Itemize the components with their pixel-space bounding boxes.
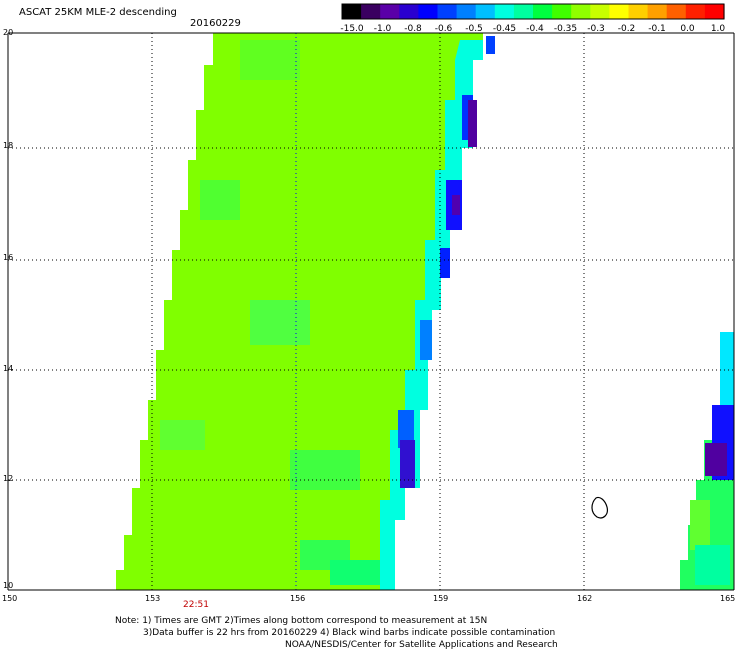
swath-patch <box>330 560 380 585</box>
swath-patch <box>160 420 205 450</box>
swath-patch <box>290 450 360 490</box>
colorbar-swatch <box>437 4 458 19</box>
y-label-18: 18 <box>3 141 14 150</box>
colorbar-swatch <box>533 4 553 19</box>
y-label-14: 14 <box>3 364 14 373</box>
colorbar-frame <box>341 3 725 20</box>
colorbar-swatch <box>685 4 706 19</box>
note-line-1: Note: 1) Times are GMT 2)Times along bot… <box>115 616 488 626</box>
x-label-165: 165 <box>720 594 736 603</box>
colorbar-labels: -15.0 -1.0 -0.8 -0.6 -0.5 -0.45 -0.4 -0.35 -0.3 -… <box>340 24 725 34</box>
x-label-162: 162 <box>577 594 593 603</box>
colorbar-swatch <box>513 4 534 19</box>
lat-lon-grid <box>8 33 734 590</box>
swath-edge-blue <box>398 410 414 448</box>
colorbar-tick-label: -0.5 <box>465 24 483 34</box>
colorbar-swatch <box>361 4 381 19</box>
colorbar-swatch <box>628 4 649 19</box>
colorbar-swatch <box>609 4 630 19</box>
swath-edge-purple <box>400 440 415 488</box>
island-outline <box>591 496 608 519</box>
colorbar-tick-label: -0.2 <box>618 24 636 34</box>
right-swath-cyan <box>720 332 734 412</box>
swath-patch <box>250 300 310 345</box>
colorbar-tick-label: -15.0 <box>340 24 364 34</box>
y-label-16: 16 <box>3 253 14 262</box>
right-swath <box>680 332 734 590</box>
swath-edge-purple <box>452 195 460 215</box>
colorbar-swatch <box>494 4 515 19</box>
swath-edge-blue <box>462 95 473 140</box>
colorbar-tick-label: -0.4 <box>526 24 544 34</box>
colorbar-swatch <box>704 4 725 19</box>
y-label-10: 10 <box>3 581 14 590</box>
swath-patch <box>200 180 240 220</box>
colorbar-swatch <box>590 4 610 19</box>
colorbar-tick-label: -0.8 <box>404 24 422 34</box>
x-label-150: 150 <box>2 594 18 603</box>
colorbar <box>341 3 725 20</box>
colorbar-swatch <box>647 4 668 19</box>
colorbar-swatch <box>380 4 400 19</box>
x-label-156: 156 <box>290 594 306 603</box>
x-label-159: 159 <box>433 594 449 603</box>
right-swath-purple <box>705 443 727 476</box>
colorbar-tick-label: 1.0 <box>711 24 726 34</box>
colorbar-swatch <box>342 4 362 19</box>
colorbar-tick-label: -1.0 <box>374 24 392 34</box>
map-title: ASCAT 25KM MLE-2 descending <box>19 7 177 18</box>
map-date: 20160229 <box>190 18 241 29</box>
y-label-12: 12 <box>3 474 14 483</box>
colorbar-swatch <box>552 4 572 19</box>
colorbar-swatch <box>456 4 477 19</box>
x-label-153: 153 <box>145 594 161 603</box>
colorbar-tick-label: -0.35 <box>554 24 577 34</box>
swath-edge-purple <box>468 100 477 147</box>
colorbar-swatch <box>475 4 496 19</box>
pass-time-label: 22:51 <box>183 600 209 610</box>
swath-edge-blue <box>486 36 495 54</box>
swath-edge-blue <box>440 248 450 278</box>
colorbar-tick-label: -0.6 <box>435 24 453 34</box>
colorbar-swatch <box>399 4 419 19</box>
right-swath-green <box>690 500 710 550</box>
colorbar-swatch <box>666 4 687 19</box>
swath-patch <box>240 40 300 80</box>
colorbar-swatch <box>571 4 591 19</box>
right-swath-teal <box>695 545 730 585</box>
colorbar-tick-label: -0.45 <box>493 24 516 34</box>
y-label-20: 20 <box>3 28 14 37</box>
note-line-3: NOAA/NESDIS/Center for Satellite Applica… <box>285 640 558 650</box>
main-swath <box>116 33 495 590</box>
colorbar-tick-label: -0.1 <box>648 24 666 34</box>
colorbar-tick-label: -0.3 <box>587 24 605 34</box>
swath-edge-blue <box>420 320 432 360</box>
note-line-2: 3)Data buffer is 22 hrs from 20160229 4)… <box>143 628 556 638</box>
colorbar-swatch <box>418 4 439 19</box>
colorbar-tick-label: 0.0 <box>680 24 695 34</box>
